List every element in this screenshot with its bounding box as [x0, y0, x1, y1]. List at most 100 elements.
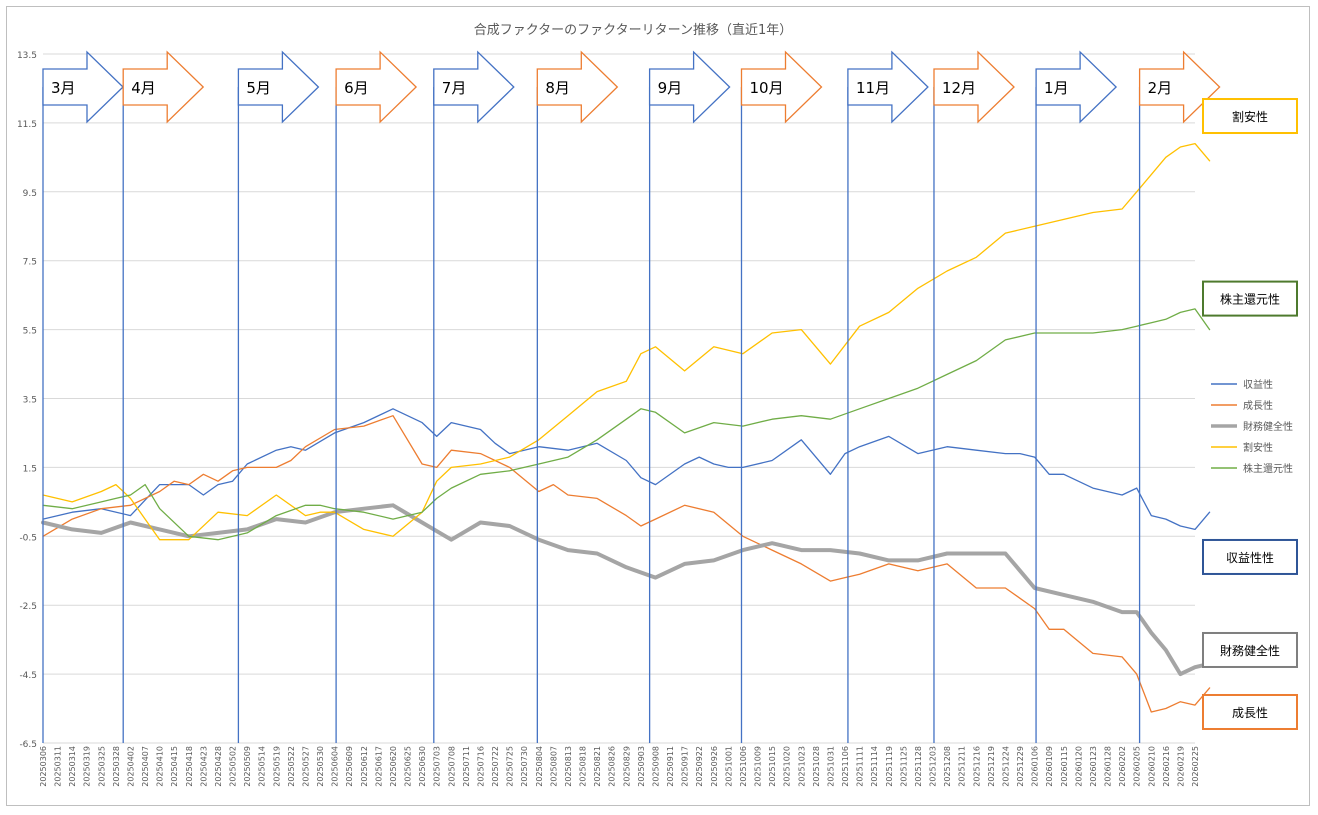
- x-tick-label: 20251106: [841, 746, 850, 787]
- x-tick-label: 20250509: [243, 746, 252, 787]
- x-tick-label: 20251219: [987, 746, 996, 787]
- month-arrow: [933, 50, 1015, 124]
- x-tick-label: 20250917: [681, 746, 690, 787]
- month-label: 9月: [658, 79, 683, 97]
- month-arrow: [237, 50, 320, 124]
- x-tick-label: 20250716: [476, 746, 485, 787]
- series-line-成長性: [42, 415, 1211, 713]
- x-tick-label: 20251023: [797, 746, 806, 787]
- month-label: 12月: [942, 79, 976, 97]
- factor-label-box: [1202, 631, 1298, 668]
- x-tick-label: 20250410: [156, 746, 165, 787]
- y-tick-label: 7.5: [23, 258, 37, 268]
- y-tick-label: 3.5: [23, 396, 37, 406]
- x-tick-label: 20250725: [506, 746, 515, 787]
- x-tick-label: 20250502: [229, 746, 238, 787]
- factor-label-text: 収益性性: [1226, 551, 1274, 565]
- x-tick-label: 20250612: [360, 746, 369, 787]
- legend-label: 割安性: [1243, 441, 1273, 454]
- month-label: 11月: [856, 79, 890, 97]
- month-arrow: [536, 50, 619, 124]
- x-tick-label: 20250519: [272, 746, 281, 787]
- month-arrow: [122, 50, 205, 124]
- legend-label: 株主還元性: [1243, 462, 1293, 475]
- x-tick-label: 20251229: [1016, 746, 1025, 787]
- x-tick-label: 20250829: [622, 746, 631, 787]
- x-tick-label: 20250522: [287, 746, 296, 787]
- x-tick-label: 20251015: [768, 746, 777, 787]
- x-tick-label: 20251208: [943, 746, 952, 787]
- series-line-割安性: [42, 142, 1211, 541]
- x-tick-label: 20250818: [579, 746, 588, 787]
- factor-label-box: [1202, 98, 1298, 135]
- factor-label-text: 割安性: [1232, 109, 1268, 124]
- x-tick-label: 20250407: [141, 746, 150, 787]
- x-tick-label: 20250826: [608, 746, 617, 787]
- y-tick-label: -6.5: [19, 740, 37, 750]
- x-tick-label: 20251119: [885, 746, 894, 787]
- x-tick-label: 20250609: [345, 746, 354, 787]
- factor-label-text: 成長性: [1232, 706, 1268, 720]
- x-tick-label: 20250730: [520, 746, 529, 787]
- x-tick-label: 20251224: [1001, 746, 1010, 787]
- x-tick-label: 20251001: [724, 746, 733, 787]
- month-label: 6月: [344, 79, 369, 97]
- month-arrow: [847, 50, 929, 124]
- series-line-財務健全性: [41, 503, 1212, 677]
- month-label: 10月: [749, 79, 783, 97]
- x-tick-label: 20251114: [870, 746, 879, 787]
- y-tick-label: 9.5: [23, 189, 37, 199]
- x-tick-label: 20250922: [695, 746, 704, 787]
- x-tick-label: 20250804: [535, 746, 544, 787]
- x-tick-label: 20250418: [185, 746, 194, 787]
- x-tick-label: 20260205: [1133, 746, 1142, 787]
- month-arrow: [433, 50, 515, 124]
- month-label: 7月: [442, 79, 467, 97]
- x-tick-label: 20250314: [68, 746, 77, 787]
- x-tick-label: 20260123: [1089, 746, 1098, 787]
- month-arrow: [1138, 50, 1221, 124]
- legend-label: 財務健全性: [1243, 420, 1293, 433]
- x-tick-label: 20260210: [1147, 746, 1156, 787]
- x-tick-label: 20260202: [1118, 746, 1127, 787]
- month-label: 3月: [51, 79, 76, 97]
- x-tick-label: 20250428: [214, 746, 223, 787]
- month-arrow: [648, 50, 731, 124]
- y-tick-label: -4.5: [19, 671, 37, 681]
- month-label: 8月: [545, 79, 570, 97]
- x-tick-label: 20250620: [389, 746, 398, 787]
- x-tick-label: 20251128: [914, 746, 923, 787]
- legend-label: 収益性: [1243, 378, 1273, 391]
- legend-label: 成長性: [1243, 399, 1273, 412]
- month-label: 2月: [1148, 79, 1173, 97]
- x-tick-label: 20251125: [899, 746, 908, 787]
- chart-title: 合成ファクターのファクターリターン推移（直近1年）: [474, 23, 793, 38]
- chart-frame: 合成ファクターのファクターリターン推移（直近1年） 13.5 11.5 9.5 7.5…: [6, 6, 1310, 806]
- x-tick-label: 20250926: [710, 746, 719, 787]
- x-tick-label: 20260128: [1104, 746, 1113, 787]
- x-tick-label: 20250514: [258, 746, 267, 787]
- x-tick-label: 20260219: [1176, 746, 1185, 787]
- x-tick-label: 20251028: [812, 746, 821, 787]
- x-tick-label: 20260115: [1060, 746, 1069, 787]
- x-tick-label: 20260106: [1031, 746, 1040, 787]
- month-arrow: [42, 50, 124, 124]
- x-tick-label: 20250328: [112, 746, 121, 787]
- y-tick-label: 1.5: [23, 464, 37, 474]
- x-tick-label: 20250908: [651, 746, 660, 787]
- x-tick-label: 20251020: [783, 746, 792, 787]
- x-tick-label: 20250527: [301, 746, 310, 787]
- y-tick-label: 13.5: [17, 51, 37, 61]
- x-tick-label: 20260120: [1074, 746, 1083, 787]
- x-tick-label: 20250630: [418, 746, 427, 787]
- x-tick-label: 20250311: [54, 746, 63, 787]
- x-tick-label: 20251203: [929, 746, 938, 787]
- x-tick-label: 20250708: [447, 746, 456, 787]
- x-tick-label: 20250402: [126, 746, 135, 787]
- x-tick-label: 20251211: [958, 746, 967, 787]
- x-tick-label: 20251006: [739, 746, 748, 787]
- x-tick-label: 20250325: [97, 746, 106, 787]
- x-tick-labels: 20250306 20250311 20250314 20250319 20250325…: [39, 746, 1200, 787]
